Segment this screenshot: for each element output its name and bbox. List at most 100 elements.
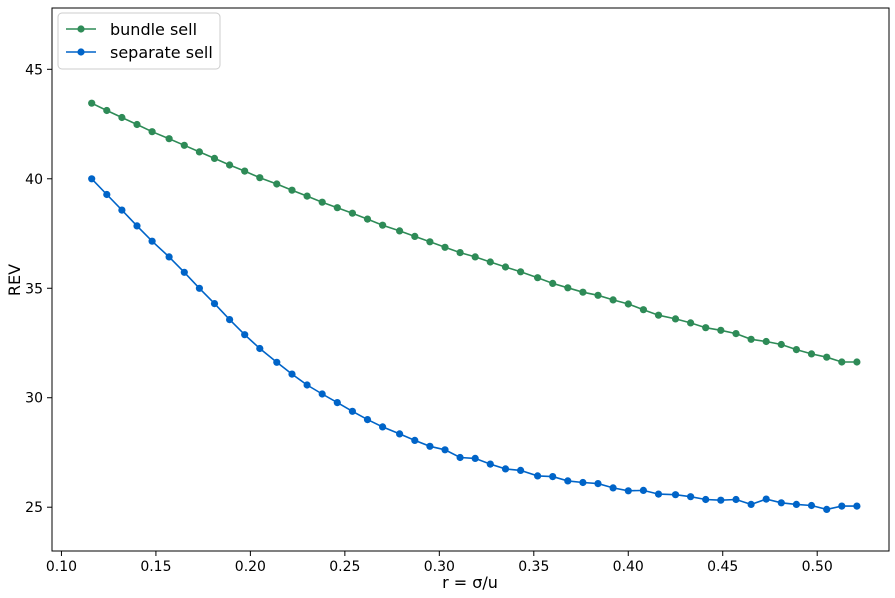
data-point bbox=[501, 263, 510, 271]
data-point bbox=[687, 319, 695, 327]
data-point bbox=[133, 120, 141, 129]
legend-box bbox=[57, 12, 221, 70]
y-tick-label: 45 bbox=[25, 62, 43, 78]
data-point bbox=[333, 399, 341, 407]
data-point bbox=[747, 335, 755, 343]
data-point bbox=[549, 473, 557, 481]
data-point bbox=[180, 268, 188, 276]
data-point bbox=[853, 502, 861, 510]
data-point bbox=[823, 505, 831, 513]
data-point bbox=[777, 340, 785, 349]
data-point bbox=[517, 466, 525, 474]
data-point bbox=[88, 175, 96, 183]
data-point bbox=[486, 258, 494, 266]
data-point bbox=[671, 491, 680, 499]
data-point bbox=[396, 227, 404, 235]
series-layer bbox=[88, 99, 861, 513]
data-point bbox=[517, 268, 525, 276]
x-tick-label: 0.15 bbox=[140, 559, 171, 575]
data-point bbox=[148, 237, 156, 245]
y-axis-label: REV bbox=[5, 264, 24, 296]
data-point bbox=[118, 206, 126, 214]
data-point bbox=[348, 407, 356, 415]
x-tick-label: 0.30 bbox=[424, 559, 455, 575]
data-point bbox=[303, 192, 311, 200]
data-point bbox=[303, 381, 311, 389]
data-point bbox=[411, 436, 419, 444]
data-point bbox=[256, 174, 264, 182]
data-point bbox=[702, 324, 710, 332]
data-point bbox=[579, 478, 587, 487]
data-point bbox=[534, 472, 542, 480]
data-point bbox=[273, 358, 281, 366]
data-point bbox=[717, 496, 725, 504]
data-point bbox=[379, 423, 387, 431]
data-point bbox=[348, 209, 356, 217]
data-point bbox=[288, 186, 296, 194]
data-point bbox=[639, 486, 648, 494]
x-tick-label: 0.50 bbox=[802, 559, 833, 575]
data-point bbox=[762, 495, 770, 503]
y-tick-label: 35 bbox=[25, 281, 43, 297]
data-point bbox=[624, 487, 632, 495]
data-point bbox=[318, 198, 326, 206]
data-point bbox=[687, 493, 695, 501]
data-point bbox=[118, 113, 126, 122]
data-point bbox=[471, 253, 479, 261]
data-point bbox=[411, 232, 419, 240]
data-point bbox=[103, 106, 111, 115]
data-point bbox=[180, 141, 188, 149]
data-point bbox=[702, 495, 710, 504]
data-point bbox=[426, 442, 434, 450]
y-tick-label: 40 bbox=[25, 172, 43, 188]
data-point bbox=[838, 502, 846, 510]
data-point bbox=[609, 296, 617, 304]
data-point bbox=[747, 500, 755, 508]
data-point bbox=[363, 215, 372, 223]
data-point bbox=[579, 288, 587, 296]
x-tick-label: 0.10 bbox=[46, 559, 77, 575]
data-point bbox=[133, 222, 141, 230]
data-point bbox=[732, 495, 740, 504]
data-point bbox=[88, 99, 96, 107]
data-point bbox=[654, 311, 663, 319]
data-point bbox=[441, 243, 449, 251]
data-point bbox=[333, 204, 341, 212]
data-point bbox=[807, 350, 816, 358]
x-tick-label: 0.45 bbox=[707, 559, 738, 575]
data-point bbox=[624, 300, 632, 308]
x-axis-label: r = σ/u bbox=[442, 573, 498, 592]
x-axis-ticks: 0.10 0.15 0.20 0.25 0.30 0.35 0.40 0.45 0.50 bbox=[46, 551, 833, 575]
data-point bbox=[639, 306, 648, 314]
legend-marker bbox=[77, 25, 85, 33]
data-point bbox=[241, 167, 249, 175]
data-point bbox=[534, 274, 542, 282]
legend-label: bundle sell bbox=[110, 20, 197, 39]
y-tick-label: 25 bbox=[25, 500, 43, 516]
data-point bbox=[486, 460, 494, 468]
x-tick-label: 0.40 bbox=[613, 559, 644, 575]
data-point bbox=[103, 190, 111, 199]
data-point bbox=[210, 300, 219, 308]
data-point bbox=[792, 346, 801, 354]
data-point bbox=[609, 484, 617, 492]
data-point bbox=[654, 490, 663, 498]
plot-area bbox=[51, 7, 890, 552]
data-point bbox=[777, 499, 785, 507]
data-point bbox=[564, 477, 572, 485]
data-point bbox=[441, 446, 449, 454]
data-point bbox=[363, 416, 372, 424]
data-point bbox=[732, 330, 740, 338]
data-point bbox=[549, 279, 557, 287]
data-point bbox=[256, 344, 264, 353]
data-point bbox=[195, 148, 203, 156]
data-point bbox=[210, 154, 219, 162]
data-point bbox=[426, 238, 434, 246]
data-point bbox=[273, 180, 281, 188]
data-point bbox=[823, 353, 831, 361]
data-point bbox=[838, 358, 846, 366]
data-point bbox=[241, 331, 249, 339]
data-point bbox=[165, 135, 173, 143]
x-tick-label: 0.20 bbox=[235, 559, 266, 575]
data-point bbox=[792, 500, 801, 508]
